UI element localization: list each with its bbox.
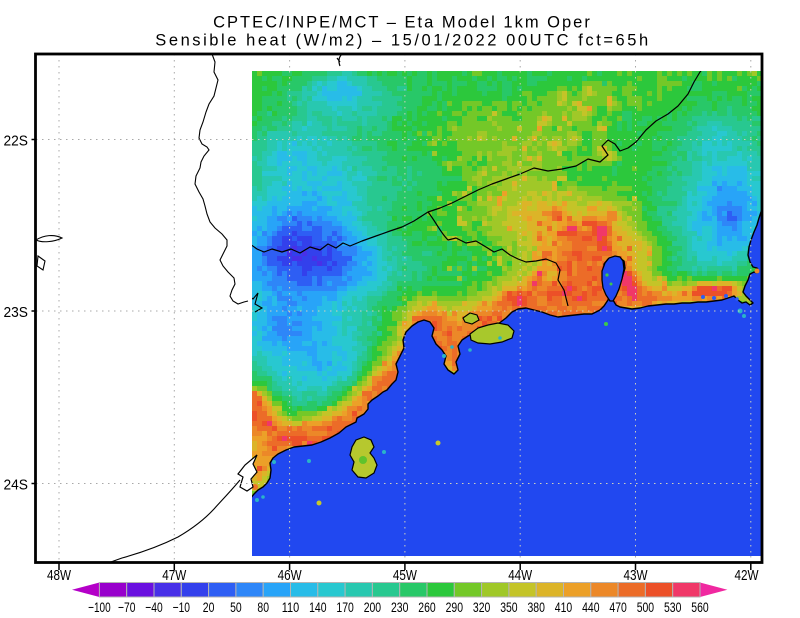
svg-text:23S: 23S: [4, 304, 29, 321]
svg-text:500: 500: [637, 599, 655, 615]
svg-text:230: 230: [391, 599, 409, 615]
svg-text:48W: 48W: [47, 567, 72, 584]
svg-text:80: 80: [257, 599, 269, 615]
svg-text:440: 440: [582, 599, 600, 615]
svg-text:560: 560: [691, 599, 709, 615]
svg-text:46W: 46W: [278, 567, 303, 584]
svg-text:CPTEC/INPE/MCT – Eta Model 1k: CPTEC/INPE/MCT – Eta Model 1km Oper: [213, 14, 592, 32]
svg-text:470: 470: [609, 599, 627, 615]
svg-text:47W: 47W: [162, 567, 187, 584]
svg-text:200: 200: [364, 599, 382, 615]
svg-text:−100: −100: [88, 599, 111, 615]
svg-text:42W: 42W: [735, 567, 760, 584]
svg-text:24S: 24S: [4, 477, 29, 494]
svg-text:20: 20: [203, 599, 215, 615]
svg-text:290: 290: [446, 599, 464, 615]
svg-text:−10: −10: [173, 599, 191, 615]
svg-text:350: 350: [500, 599, 518, 615]
svg-text:140: 140: [309, 599, 327, 615]
svg-text:110: 110: [282, 599, 300, 615]
svg-text:45W: 45W: [393, 567, 418, 584]
svg-text:530: 530: [664, 599, 682, 615]
svg-text:260: 260: [418, 599, 436, 615]
svg-text:320: 320: [473, 599, 491, 615]
svg-text:Sensible heat (W/m2) – 15/01/2: Sensible heat (W/m2) – 15/01/2022 00UTC …: [155, 32, 650, 50]
svg-text:380: 380: [528, 599, 546, 615]
svg-text:−70: −70: [118, 599, 136, 615]
svg-text:50: 50: [230, 599, 242, 615]
svg-text:410: 410: [555, 599, 573, 615]
svg-text:22S: 22S: [4, 133, 29, 150]
svg-text:43W: 43W: [624, 567, 649, 584]
svg-text:−40: −40: [145, 599, 163, 615]
svg-text:44W: 44W: [508, 567, 533, 584]
svg-text:170: 170: [336, 599, 354, 615]
